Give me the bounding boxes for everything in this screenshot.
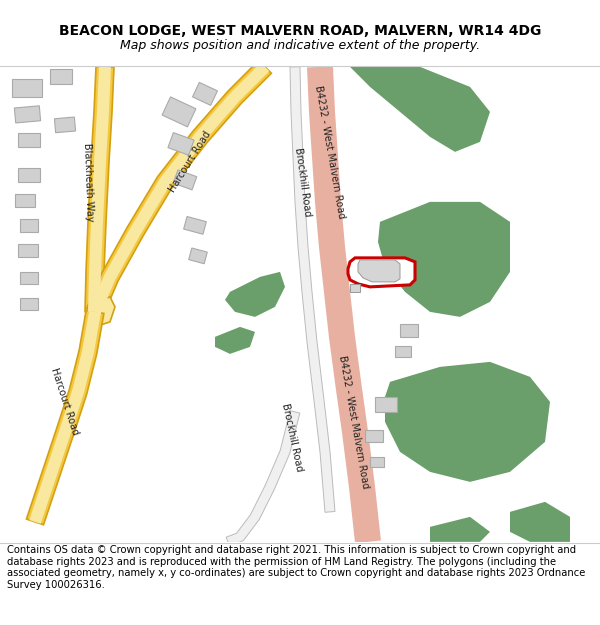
Polygon shape [350,67,490,152]
Bar [18,244,38,257]
Bar [173,170,197,190]
Bar [395,346,411,357]
Polygon shape [88,67,111,312]
Bar [20,272,38,284]
Polygon shape [87,61,271,316]
Bar [18,133,40,147]
Polygon shape [29,311,101,524]
Bar [162,97,196,127]
Polygon shape [358,260,400,282]
Bar [14,106,41,123]
Bar [189,248,207,264]
Polygon shape [85,297,115,327]
Text: BEACON LODGE, WEST MALVERN ROAD, MALVERN, WR14 4DG: BEACON LODGE, WEST MALVERN ROAD, MALVERN… [59,24,541,38]
Bar [12,79,42,97]
Bar [400,324,418,337]
Bar [365,430,383,442]
Polygon shape [89,62,269,314]
Polygon shape [290,67,335,512]
Polygon shape [430,517,490,542]
Text: Brockhill Road: Brockhill Road [293,147,313,217]
Polygon shape [350,284,360,292]
Polygon shape [26,311,104,525]
Polygon shape [348,258,415,287]
Polygon shape [385,362,550,482]
Bar [18,168,40,182]
Text: Brockhill Road: Brockhill Road [280,402,304,472]
Polygon shape [85,66,114,312]
Text: Contains OS data © Crown copyright and database right 2021. This information is : Contains OS data © Crown copyright and d… [7,545,586,590]
Polygon shape [226,411,300,546]
Text: Map shows position and indicative extent of the property.: Map shows position and indicative extent… [120,39,480,52]
Bar [375,397,397,412]
Bar [20,219,38,232]
Bar [15,194,35,207]
Bar [193,82,217,106]
Bar [20,298,38,310]
Bar [55,117,76,132]
Polygon shape [378,202,510,317]
Text: B4232 - West Malvern Road: B4232 - West Malvern Road [313,84,347,219]
Polygon shape [225,272,285,317]
Bar [370,457,384,467]
Polygon shape [510,502,570,542]
Text: Harcourt Road: Harcourt Road [167,129,213,194]
Polygon shape [307,66,381,543]
Text: B4232 - West Malvern Road: B4232 - West Malvern Road [337,354,371,489]
Bar [50,69,72,84]
Text: Blackheath Way: Blackheath Way [82,142,94,221]
Bar [168,132,194,155]
Bar [184,216,206,234]
Polygon shape [215,327,255,354]
Text: Harcourt Road: Harcourt Road [49,367,80,437]
